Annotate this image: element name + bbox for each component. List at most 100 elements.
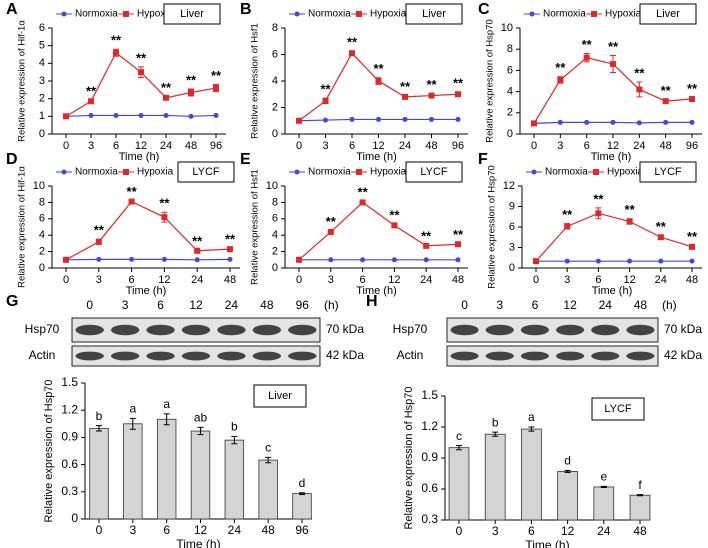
marker xyxy=(375,78,382,84)
x-tick-label: 6 xyxy=(528,524,535,538)
y-tick-label: 0.6 xyxy=(61,457,78,471)
y-tick-label: 4 xyxy=(507,86,513,98)
y-axis-label: Relative expression of Hsp70 xyxy=(485,19,496,143)
x-tick-label: 96 xyxy=(452,140,464,152)
lane-label: 24 xyxy=(599,298,613,312)
marker xyxy=(557,119,563,125)
error-bar xyxy=(456,445,462,451)
size-label: 42 kDa xyxy=(326,348,364,362)
marker xyxy=(595,210,602,217)
y-tick-label: 10 xyxy=(501,22,513,34)
marker xyxy=(658,258,664,264)
marker xyxy=(161,256,167,262)
y-tick-label: 8 xyxy=(272,22,278,34)
y-tick-label: 6 xyxy=(272,48,278,60)
lane-label: 48 xyxy=(634,298,648,312)
legend-marker xyxy=(123,169,129,175)
bar xyxy=(521,428,542,521)
y-tick-label: 1.2 xyxy=(421,419,438,433)
marker xyxy=(194,257,200,263)
x-tick-label: 0 xyxy=(531,140,537,152)
significance: ** xyxy=(320,82,331,97)
tag-box xyxy=(591,397,645,421)
bar xyxy=(292,493,312,520)
legend-label: Hypoxia xyxy=(137,167,174,178)
bar xyxy=(484,433,506,521)
marker xyxy=(95,238,102,245)
significance: ** xyxy=(373,61,384,76)
marker xyxy=(296,256,302,263)
y-tick-label: 2 xyxy=(272,246,278,258)
tag: Liver xyxy=(656,8,680,20)
lane-label: 12 xyxy=(189,298,203,312)
group-letter: b xyxy=(492,415,499,429)
y-tick-label: 0.3 xyxy=(421,512,438,526)
size-label: 42 kDa xyxy=(664,348,702,362)
legend-label: Normoxia xyxy=(308,9,351,20)
lane-label: 6 xyxy=(157,298,164,312)
blot-band xyxy=(217,324,246,336)
blot-band xyxy=(450,324,479,336)
x-tick-label: 48 xyxy=(686,274,698,286)
blot-band xyxy=(75,351,104,361)
marker xyxy=(636,120,642,126)
x-tick-label: 6 xyxy=(584,140,590,152)
bar xyxy=(258,459,278,520)
bar xyxy=(557,471,578,521)
group-letter: b xyxy=(96,409,103,423)
lane-label: 3 xyxy=(122,298,129,312)
panel-letter: E xyxy=(240,151,251,168)
series-line xyxy=(298,201,459,261)
y-tick-label: 5 xyxy=(39,40,45,52)
blot-band xyxy=(181,351,211,361)
group-letter: c xyxy=(265,441,271,455)
x-tick-label: 12 xyxy=(388,274,400,286)
x-tick-label: 3 xyxy=(96,274,102,286)
marker xyxy=(429,116,434,122)
blot-band xyxy=(252,324,282,336)
marker xyxy=(63,256,69,263)
marker xyxy=(188,113,194,119)
lane-unit: (h) xyxy=(324,298,339,312)
marker xyxy=(128,198,135,205)
legend-label: Hypoxia xyxy=(370,167,407,178)
significance: ** xyxy=(192,233,203,248)
panel-letter: A xyxy=(6,1,18,18)
lane-label: 0 xyxy=(86,298,93,312)
tag: LYCF xyxy=(604,403,632,415)
x-tick-label: 0 xyxy=(533,274,539,286)
significance: ** xyxy=(347,35,358,50)
x-tick-label: 24 xyxy=(597,524,611,538)
significance: ** xyxy=(634,65,645,80)
y-tick-label: 10 xyxy=(33,180,45,192)
panel-letter: D xyxy=(6,151,18,168)
y-tick-label: 0 xyxy=(272,128,278,140)
y-axis-label: Relative expression of Hsp70 xyxy=(403,386,415,529)
tag: LYCF xyxy=(654,166,682,178)
group-letter: ab xyxy=(194,411,208,425)
y-tick-label: 8 xyxy=(507,43,513,55)
legend-label: Hypoxia xyxy=(370,9,407,20)
significance: ** xyxy=(358,185,369,200)
x-tick-label: 96 xyxy=(295,523,309,537)
marker xyxy=(213,85,219,92)
legend-label: Hypoxia xyxy=(137,9,174,20)
marker xyxy=(627,258,633,264)
marker xyxy=(595,258,601,264)
bar xyxy=(593,486,615,521)
significance: ** xyxy=(136,50,147,65)
legend-marker xyxy=(529,11,535,17)
x-tick-label: 0 xyxy=(296,274,302,286)
error-bar xyxy=(600,485,607,488)
blot-band xyxy=(591,324,620,336)
panel-letter: B xyxy=(240,1,252,18)
marker xyxy=(349,50,355,57)
x-tick-label: 6 xyxy=(113,140,119,152)
marker xyxy=(455,91,461,98)
lane-label: 3 xyxy=(496,298,503,312)
legend-marker xyxy=(531,169,537,175)
marker xyxy=(129,256,135,262)
x-tick-label: 12 xyxy=(158,274,170,286)
protein-label: Hsp70 xyxy=(25,322,60,336)
x-tick-label: 24 xyxy=(228,523,242,537)
